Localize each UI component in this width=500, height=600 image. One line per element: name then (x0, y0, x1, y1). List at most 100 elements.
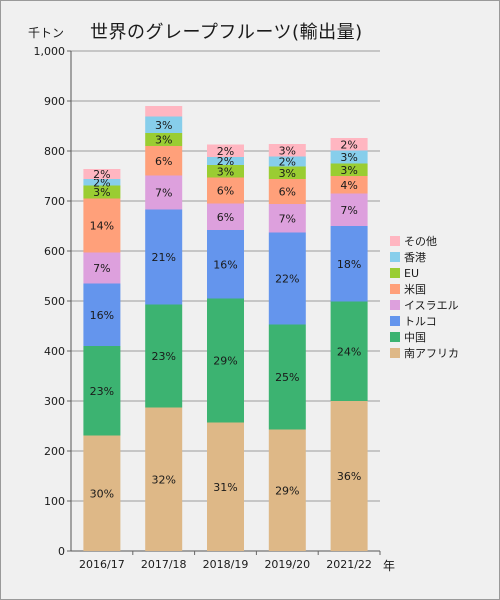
data-label: 29% (213, 355, 237, 368)
bar-segment (145, 106, 183, 117)
data-label: 6% (217, 185, 234, 198)
data-label: 29% (275, 484, 299, 497)
data-label: 3% (279, 167, 296, 180)
data-label: 7% (279, 212, 296, 225)
legend-label: イスラエル (404, 299, 459, 312)
x-tick-label: 2018/19 (203, 558, 249, 571)
bar-segment (330, 226, 368, 302)
bar-segment (145, 116, 183, 133)
y-axis-unit-label: 千トン (28, 26, 65, 40)
bar-segment (145, 209, 183, 305)
y-tick-label: 0 (58, 545, 65, 558)
bar-segment (207, 165, 244, 178)
data-label: 3% (93, 186, 110, 199)
data-label: 3% (155, 119, 172, 132)
data-label: 3% (340, 151, 357, 164)
legend-swatch (390, 332, 400, 342)
y-tick-label: 900 (44, 95, 65, 108)
bar-segment (145, 304, 183, 408)
bar-segment (83, 346, 121, 436)
bar-segment (268, 166, 306, 179)
y-tick-label: 700 (44, 195, 65, 208)
bar-segment (207, 157, 244, 165)
legend-item: 中国 (390, 329, 459, 345)
data-label: 16% (213, 258, 237, 271)
legend-label: 香港 (404, 251, 426, 264)
chart-title: 世界のグレープフルーツ(輸出量) (90, 22, 363, 43)
data-label: 7% (93, 262, 110, 275)
y-tick-label: 500 (44, 295, 65, 308)
data-label: 2% (340, 138, 357, 151)
data-label: 3% (279, 144, 296, 157)
data-label: 18% (337, 258, 361, 271)
data-label: 14% (90, 220, 114, 233)
bar-segment (268, 156, 306, 167)
data-label: 30% (90, 487, 114, 500)
data-label: 3% (340, 164, 357, 177)
bar-segment (268, 144, 306, 157)
data-label: 36% (337, 470, 361, 483)
data-label: 7% (340, 204, 357, 217)
legend-item: イスラエル (390, 297, 459, 313)
bar-segment (268, 204, 306, 233)
bar-segment (330, 176, 368, 194)
bar-segment (330, 138, 368, 151)
legend-item: 香港 (390, 249, 459, 265)
bar-segment (83, 185, 121, 199)
bar-segment (145, 407, 183, 551)
bar-segment (330, 301, 368, 401)
data-label: 2% (93, 168, 110, 181)
bar-segment (330, 163, 368, 176)
data-label: 23% (90, 385, 114, 398)
legend-label: 中国 (404, 331, 426, 344)
bar-segment (268, 324, 306, 430)
y-tick-label: 1,000 (34, 45, 66, 58)
bar-segment (83, 283, 121, 346)
y-tick-label: 100 (44, 495, 65, 508)
data-label: 2% (93, 176, 110, 189)
legend-swatch (390, 348, 400, 358)
legend-swatch (390, 284, 400, 294)
y-tick-label: 800 (44, 145, 65, 158)
bar-segment (83, 252, 121, 284)
legend-label: 米国 (404, 283, 426, 296)
chart-legend: その他香港 EU 米国イスラエルトルコ中国南アフリカ (390, 233, 459, 361)
data-label: 2% (217, 145, 234, 158)
bar-segment (207, 230, 244, 299)
y-tick-label: 600 (44, 245, 65, 258)
legend-swatch (390, 300, 400, 310)
data-label: 32% (151, 473, 175, 486)
legend-label: その他 (404, 235, 437, 248)
legend-item: その他 (390, 233, 459, 249)
data-label: 2% (279, 156, 296, 169)
bar-segment (268, 179, 306, 204)
bar-segment (268, 232, 306, 325)
x-tick-label: 2017/18 (141, 558, 187, 571)
legend-label: 南アフリカ (404, 347, 459, 360)
bar-segment (330, 193, 368, 226)
legend-item: 米国 (390, 281, 459, 297)
legend-label: トルコ (404, 315, 437, 328)
data-label: 6% (217, 211, 234, 224)
data-label: 16% (90, 309, 114, 322)
bar-segment (207, 422, 244, 551)
legend-swatch (390, 252, 400, 262)
data-label: 6% (279, 186, 296, 199)
data-label: 25% (275, 371, 299, 384)
legend-label: EU (404, 266, 420, 280)
data-label: 24% (337, 345, 361, 358)
bar-segment (207, 203, 244, 230)
data-label: 31% (213, 481, 237, 494)
data-label: 7% (155, 187, 172, 200)
data-label: 3% (155, 134, 172, 147)
bar-segment (207, 298, 244, 423)
legend-item: 南アフリカ (390, 345, 459, 361)
bar-segment (145, 175, 183, 210)
data-label: 3% (217, 165, 234, 178)
x-tick-label: 2019/20 (264, 558, 310, 571)
bar-segment (145, 133, 183, 146)
y-tick-label: 400 (44, 345, 65, 358)
data-label: 23% (151, 350, 175, 363)
bar-segment (83, 169, 121, 179)
